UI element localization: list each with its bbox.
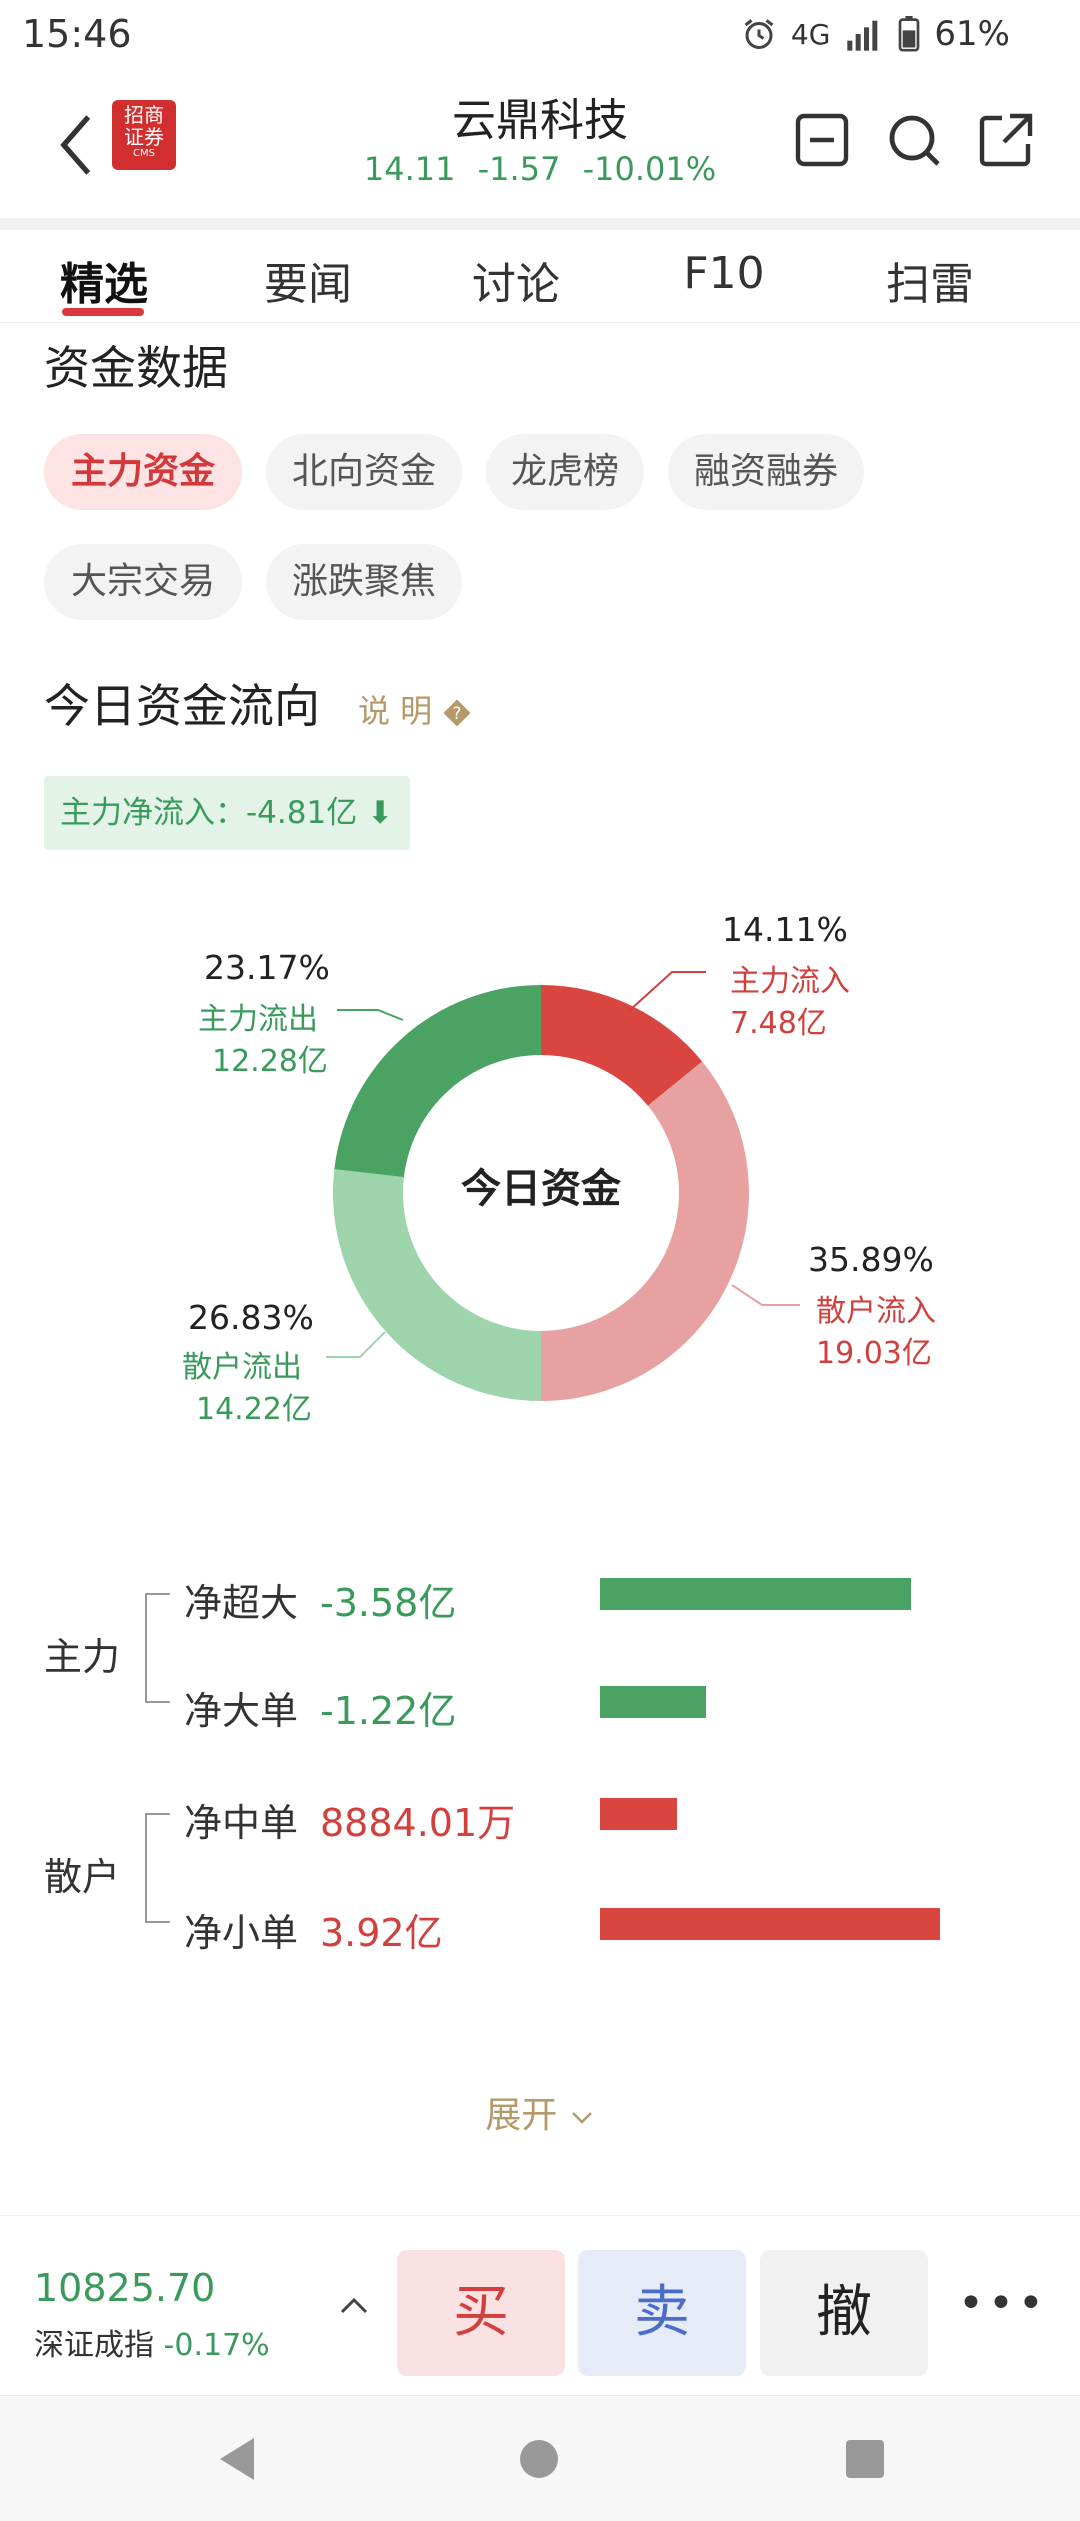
buy-button[interactable]: 买	[397, 2250, 565, 2376]
pct-retail-out: 26.83%	[188, 1298, 314, 1337]
chip-block-trade[interactable]: 大宗交易	[44, 544, 242, 620]
amount-retail-out: 14.22亿	[196, 1392, 312, 1427]
stock-price: 14.11	[363, 150, 456, 188]
tab-risk[interactable]: 扫雷	[886, 259, 974, 310]
leader-line-main-in	[629, 971, 706, 1011]
leader-line-retail-out	[326, 1331, 386, 1358]
remove-watchlist-icon[interactable]	[790, 108, 854, 172]
cancel-order-button[interactable]: 撤	[760, 2250, 928, 2376]
battery-level: 61%	[934, 14, 1010, 54]
row-value-small: 3.92亿	[320, 1911, 443, 1955]
breakdown-brackets	[145, 1593, 170, 1923]
tab-active-indicator	[62, 308, 144, 316]
help-icon: ?	[443, 699, 471, 727]
bar-small	[600, 1908, 940, 1940]
battery-icon	[899, 16, 920, 52]
stock-name: 云鼎科技	[452, 95, 628, 146]
donut-slice-retail-in	[541, 1061, 750, 1401]
chevron-down-icon	[571, 2112, 592, 2124]
row-label-large: 净大单	[184, 1689, 299, 1733]
status-icons: 4G 61%	[741, 14, 1010, 54]
alarm-icon	[744, 19, 774, 49]
row-value-large: -1.22亿	[320, 1689, 457, 1733]
header-divider	[0, 218, 1080, 230]
chip-main-capital[interactable]: 主力资金	[44, 434, 242, 510]
sell-button[interactable]: 卖	[578, 2250, 746, 2376]
row-value-medium: 8884.01万	[320, 1801, 516, 1845]
stock-header: 招商 证券 CMS 云鼎科技 14.11 -1.57 -10.01%	[0, 70, 1080, 220]
chip-price-focus[interactable]: 涨跌聚焦	[266, 544, 462, 620]
index-ticker[interactable]: 深证成指 -0.17%	[34, 2328, 270, 2363]
tab-news[interactable]: 要闻	[264, 259, 352, 310]
bar-medium	[600, 1798, 677, 1830]
bar-large	[600, 1686, 706, 1718]
donut-center-label: 今日资金	[461, 1166, 622, 1212]
row-label-medium: 净中单	[184, 1801, 299, 1845]
more-icon[interactable]: •••	[958, 2278, 1048, 2329]
stock-change-pct: -10.01%	[582, 150, 717, 188]
bar-xl	[600, 1578, 911, 1610]
network-type: 4G	[790, 17, 831, 51]
leader-line-retail-in	[731, 1284, 800, 1306]
signal-icon	[847, 20, 878, 51]
amount-main-out: 12.28亿	[212, 1044, 328, 1079]
expand-button[interactable]: 展开	[0, 2086, 1080, 2138]
donut-slice-main-in	[541, 985, 703, 1106]
nav-recents-icon[interactable]	[842, 2436, 888, 2482]
today-flow-title: 今日资金流向	[44, 679, 320, 733]
stock-quote: 14.11 -1.57 -10.01%	[0, 150, 1080, 188]
label-retail-in: 散户流入	[816, 1294, 936, 1329]
pct-main-out: 23.17%	[204, 948, 330, 987]
donut-slice-main-out	[334, 985, 541, 1178]
net-inflow-badge: 主力净流入：-4.81亿 ⬇	[44, 776, 410, 850]
capital-flow-donut-chart: 今日资金	[326, 971, 800, 1401]
trade-bar: 10825.70 深证成指 -0.17% 买 卖 撤 •••	[0, 2215, 1080, 2386]
nav-home-icon[interactable]	[514, 2434, 564, 2484]
system-nav-bar	[0, 2395, 1080, 2521]
nav-back-icon[interactable]	[214, 2434, 260, 2484]
section-title-capital: 资金数据	[44, 341, 228, 395]
explain-link[interactable]: 说 明 ?	[358, 686, 472, 732]
row-label-xl: 净超大	[184, 1581, 299, 1625]
label-main-in: 主力流入	[730, 964, 850, 999]
group-main: 主力	[44, 1635, 121, 1679]
pct-main-in: 14.11%	[722, 910, 848, 949]
down-arrow-icon: ⬇	[367, 795, 394, 831]
status-bar: 15:46 4G 61%	[0, 0, 1080, 70]
row-value-xl: -3.58亿	[320, 1581, 457, 1625]
pct-retail-in: 35.89%	[808, 1240, 934, 1279]
tab-featured[interactable]: 精选	[60, 259, 148, 310]
leader-line-main-out	[337, 1009, 404, 1021]
search-icon[interactable]	[882, 108, 946, 172]
status-time: 15:46	[22, 12, 132, 56]
chip-northbound[interactable]: 北向资金	[266, 434, 462, 510]
amount-retail-in: 19.03亿	[816, 1336, 932, 1371]
chip-margin[interactable]: 融资融券	[668, 434, 864, 510]
row-label-small: 净小单	[184, 1911, 299, 1955]
amount-main-in: 7.48亿	[730, 1006, 827, 1041]
tab-f10[interactable]: F10	[683, 248, 765, 299]
index-change: -0.17%	[163, 2328, 270, 2363]
tab-discussion[interactable]: 讨论	[472, 259, 560, 310]
broker-logo: 招商 证券 CMS	[112, 100, 176, 170]
share-icon[interactable]	[974, 108, 1038, 172]
tab-bar: 精选 要闻 讨论 F10 扫雷	[0, 230, 1080, 323]
group-retail: 散户	[44, 1855, 121, 1899]
chevron-up-icon[interactable]	[336, 2290, 372, 2320]
chip-dragon-tiger[interactable]: 龙虎榜	[486, 434, 644, 510]
svg-text:?: ?	[453, 704, 462, 723]
stock-change: -1.57	[477, 150, 561, 188]
label-retail-out: 散户流出	[182, 1350, 302, 1385]
donut-slice-retail-out	[333, 1169, 541, 1401]
label-main-out: 主力流出	[198, 1002, 318, 1037]
index-value[interactable]: 10825.70	[34, 2266, 216, 2310]
back-arrow-icon[interactable]	[46, 110, 106, 180]
